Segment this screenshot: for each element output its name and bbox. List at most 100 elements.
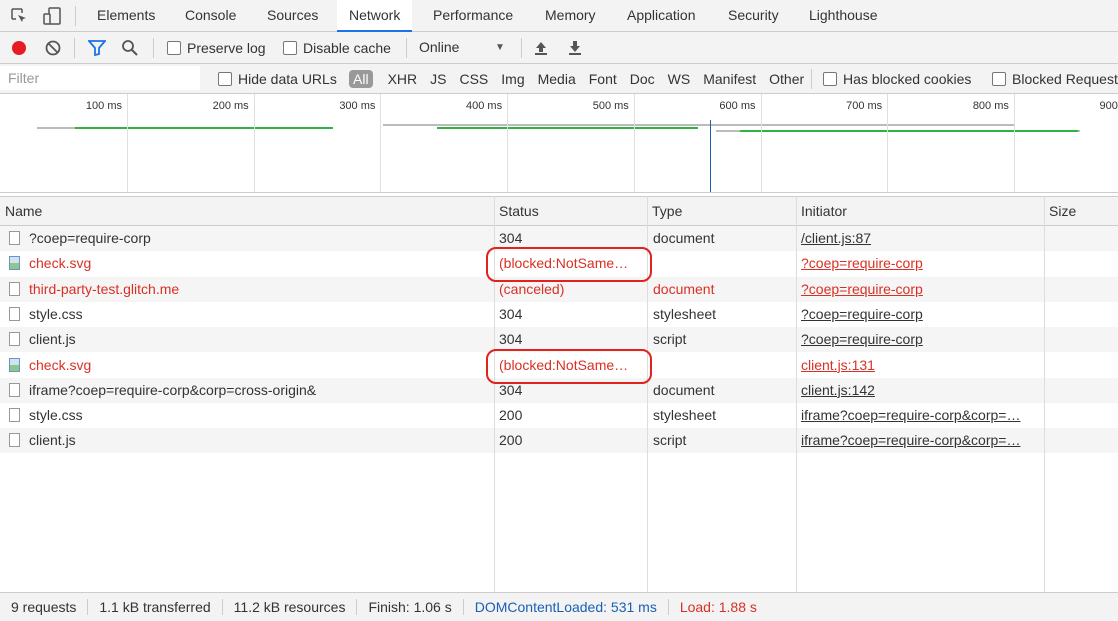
initiator-cell[interactable]: iframe?coep=require-corp&corp=… <box>801 432 1021 449</box>
name-cell: style.css <box>29 305 83 322</box>
type-filter[interactable]: Font <box>588 71 617 87</box>
separator <box>75 6 76 26</box>
request-row[interactable]: check.svg (blocked:NotSame… client.js:131 <box>0 353 1118 378</box>
initiator-cell[interactable]: /client.js:87 <box>801 230 872 246</box>
label: Blocked Requests <box>1012 71 1118 87</box>
inspect-icon[interactable] <box>10 7 28 25</box>
type-filter[interactable]: CSS <box>459 71 489 87</box>
name-cell: client.js <box>29 331 76 348</box>
import-button[interactable] <box>534 40 548 56</box>
initiator-cell[interactable]: ?coep=require-corp <box>801 280 923 297</box>
record-button[interactable] <box>10 39 28 57</box>
request-row[interactable]: third-party-test.glitch.me (canceled) docu… <box>0 276 1118 302</box>
tab[interactable]: Sources <box>267 7 319 23</box>
export-button[interactable] <box>568 40 582 56</box>
status-cell: (blocked:NotSame… <box>499 255 629 272</box>
type-filter[interactable]: Other <box>769 71 805 87</box>
status-cell: 200 <box>499 407 523 424</box>
type-cell: stylesheet <box>653 407 717 424</box>
resource-icon <box>9 382 20 397</box>
type-filters: All XHR JS CSS Img Media Font Doc WS Manifest Othe… <box>349 68 804 90</box>
tab[interactable]: Memory <box>545 7 596 23</box>
throttling-select[interactable]: Online ▼ <box>419 32 509 63</box>
resource-icon <box>9 357 20 372</box>
filter-button[interactable] <box>88 40 106 56</box>
type-cell: document <box>653 280 715 297</box>
resource-icon <box>9 231 20 245</box>
separator <box>74 38 75 58</box>
device-icon[interactable] <box>42 6 62 26</box>
status-item: 11.2 kB resources <box>223 599 358 615</box>
timeline-divider <box>633 94 635 192</box>
name-cell: check.svg <box>29 255 92 272</box>
clear-button[interactable] <box>44 39 62 57</box>
request-row[interactable]: ?coep=require-corp 304 document/client.js:… <box>0 226 1118 251</box>
tab[interactable]: Performance <box>433 7 514 23</box>
timeline-bar <box>437 127 698 129</box>
timeline-bar <box>383 124 1015 126</box>
checkbox <box>283 41 297 55</box>
tab[interactable]: Network <box>337 0 413 32</box>
label: Disable cache <box>303 40 391 56</box>
type-filter[interactable]: XHR <box>387 71 418 87</box>
separator <box>153 38 154 58</box>
status-cell: 304 <box>499 381 523 398</box>
request-row[interactable]: client.js 200 script iframe?coep=require-co… <box>0 428 1118 454</box>
type-filter[interactable]: All <box>349 70 373 88</box>
initiator-cell[interactable]: client.js:131 <box>801 356 875 373</box>
request-row[interactable]: style.css 304 stylesheet ?coep=require-corp <box>0 302 1118 327</box>
column-divider <box>494 196 495 592</box>
column-header[interactable]: Initiator <box>801 203 847 219</box>
initiator-cell[interactable]: iframe?coep=require-corp&corp=… <box>801 407 1021 424</box>
tab[interactable]: Elements <box>97 7 156 23</box>
column-header[interactable]: Size <box>1049 203 1077 219</box>
column-header[interactable]: Status <box>499 203 539 219</box>
status-cell: (blocked:NotSame… <box>499 356 629 373</box>
timeline-divider <box>1013 94 1015 192</box>
type-filter[interactable]: Doc <box>629 71 655 87</box>
disable-cache-checkbox[interactable]: Disable cache <box>283 40 391 56</box>
tab[interactable]: Lighthouse <box>809 7 878 23</box>
search-button[interactable] <box>121 39 139 57</box>
type-filter[interactable]: Media <box>537 71 576 87</box>
timeline-divider <box>887 94 889 192</box>
name-cell: style.css <box>29 407 83 424</box>
tab[interactable]: Security <box>728 7 779 23</box>
timeline-label: 200 ms <box>212 100 249 112</box>
column-header[interactable]: Name <box>5 203 43 219</box>
timeline-bar <box>75 127 333 129</box>
filter-bar: Filter Hide data URLs All XHR JS CSS Img Medi… <box>0 64 1118 94</box>
column-header[interactable]: Type <box>652 203 683 219</box>
name-cell: ?coep=require-corp <box>29 230 151 246</box>
timeline-label: 400 ms <box>466 100 503 112</box>
table-header: Name Status Type Initiator Size <box>0 196 1118 226</box>
name-cell: third-party-test.glitch.me <box>29 280 180 297</box>
blocked-cookies-checkbox[interactable]: Has blocked cookies <box>823 71 971 87</box>
timeline-divider <box>507 94 509 192</box>
type-filter[interactable]: Img <box>501 71 525 87</box>
type-filter[interactable]: WS <box>667 71 691 87</box>
initiator-cell[interactable]: ?coep=require-corp <box>801 255 923 272</box>
request-row[interactable]: check.svg (blocked:NotSame… ?coep=require-… <box>0 251 1118 276</box>
tab[interactable]: Application <box>627 7 696 23</box>
status-item: 1.1 kB transferred <box>88 599 223 615</box>
resource-icon <box>9 433 20 448</box>
request-row[interactable]: style.css 200 stylesheet iframe?coep=requir… <box>0 403 1118 428</box>
initiator-cell[interactable]: ?coep=require-corp <box>801 305 923 322</box>
hide-data-urls-checkbox[interactable]: Hide data URLs <box>218 71 337 87</box>
timeline-label: 800 ms <box>972 100 1009 112</box>
tab[interactable]: Console <box>185 7 237 23</box>
blocked-requests-checkbox[interactable]: Blocked Requests <box>992 71 1118 87</box>
initiator-cell[interactable]: client.js:142 <box>801 381 875 398</box>
preserve-log-checkbox[interactable]: Preserve log <box>167 40 266 56</box>
filter-input[interactable]: Filter <box>0 66 200 90</box>
status-cell: 200 <box>499 432 523 449</box>
label: Online <box>419 39 460 55</box>
initiator-cell[interactable]: ?coep=require-corp <box>801 331 923 348</box>
timeline-divider <box>127 94 128 192</box>
column-divider <box>796 196 797 592</box>
type-filter[interactable]: JS <box>430 71 447 87</box>
status-item: DOMContentLoaded: 531 ms <box>464 599 669 615</box>
request-row[interactable]: client.js 304 script ?coep=require-corp <box>0 327 1118 353</box>
type-filter[interactable]: Manifest <box>703 71 757 87</box>
